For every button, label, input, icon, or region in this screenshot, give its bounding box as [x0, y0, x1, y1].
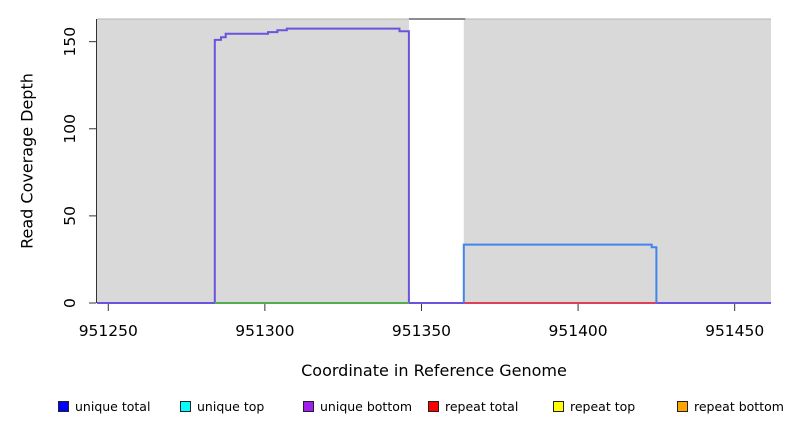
x-axis-title: Coordinate in Reference Genome [301, 361, 567, 380]
coverage-block-1 [97, 19, 409, 303]
x-tick-label: 951350 [392, 322, 451, 340]
series-unique-bottom [97, 27, 771, 304]
x-tick-label: 951300 [235, 322, 294, 340]
x-tick-label: 951450 [705, 322, 764, 340]
y-tick-label: 100 [61, 114, 79, 144]
x-tick-label: 951250 [79, 322, 138, 340]
y-tick-label: 50 [61, 206, 79, 226]
series-unique-total-top [462, 243, 658, 303]
y-tick-label: 0 [61, 298, 79, 308]
y-tick-label: 150 [61, 27, 79, 57]
x-tick-label: 951400 [548, 322, 607, 340]
coverage-block-2 [463, 19, 771, 303]
y-axis-title: Read Coverage Depth [17, 73, 37, 249]
